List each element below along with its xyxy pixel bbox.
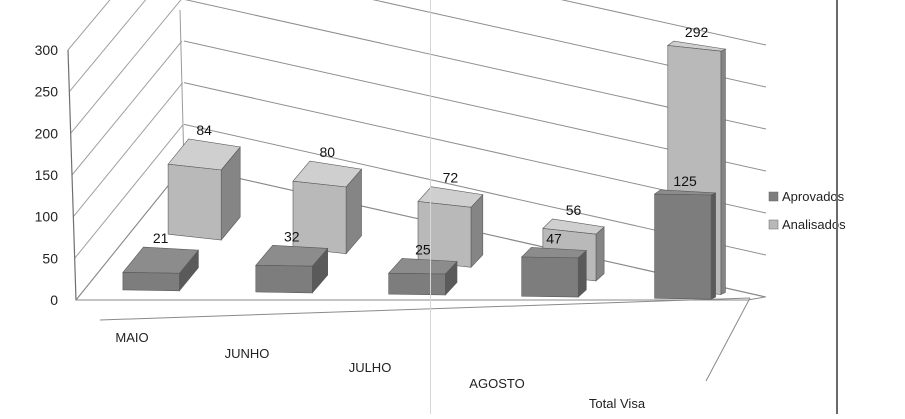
legend-label: Analisados — [782, 217, 846, 232]
bar: 72 — [417, 170, 484, 269]
y-tick-label: 300 — [35, 42, 59, 58]
data-label: 84 — [196, 122, 212, 138]
bar-side-face — [720, 48, 726, 295]
y-tick-label: 0 — [50, 292, 58, 308]
side-gridline — [67, 0, 111, 51]
data-label: 72 — [443, 170, 459, 186]
data-label: 47 — [546, 230, 562, 246]
bars: 84 80 72 56 292 21 32 25 47 125 — [122, 24, 727, 300]
legend: Aprovados Analisados — [768, 189, 846, 232]
y-tick-label: 250 — [35, 84, 59, 100]
side-gridline — [68, 0, 147, 92]
x-tick-label: JUNHO — [225, 346, 270, 361]
bar: 25 — [388, 241, 458, 296]
bar: 84 — [167, 122, 241, 241]
data-label: 21 — [153, 230, 169, 246]
bar: 32 — [255, 228, 329, 294]
y-axis-line — [67, 49, 77, 301]
bar-front-face — [122, 272, 180, 292]
side-gridline — [71, 40, 183, 176]
bar-front-face — [167, 163, 222, 241]
panel-right-border — [836, 0, 838, 414]
side-gridline — [70, 0, 182, 134]
y-tick-label: 50 — [42, 250, 58, 266]
bar: 125 — [653, 173, 716, 300]
legend-label: Aprovados — [782, 189, 845, 204]
bar-front-face — [255, 264, 313, 294]
bar: 21 — [122, 230, 200, 292]
side-gridline — [74, 124, 184, 259]
data-label: 292 — [685, 24, 709, 40]
y-tick-label: 100 — [35, 209, 59, 225]
legend-swatch — [768, 219, 779, 230]
data-label: 56 — [566, 202, 582, 218]
x-tick-label: JULHO — [349, 360, 392, 375]
floor-right-edge — [705, 297, 751, 382]
bar-front-face — [654, 193, 712, 300]
bar-top-face — [388, 258, 458, 275]
bar-side-face — [710, 192, 716, 300]
bar-front-face — [292, 180, 347, 255]
bar-side-face — [595, 226, 605, 282]
x-tick-label: MAIO — [115, 330, 148, 345]
bar: 80 — [292, 144, 363, 255]
data-label: 32 — [284, 228, 300, 244]
y-tick-label: 150 — [35, 167, 59, 183]
panel-divider-line — [430, 0, 431, 414]
data-label: 80 — [319, 144, 335, 160]
x-axis-category-labels: MAIO JUNHO JULHO AGOSTO Total Visa — [115, 330, 645, 411]
x-tick-label: Total Visa — [589, 396, 646, 411]
bar-side-face — [577, 249, 587, 298]
x-axis-line — [99, 297, 751, 321]
data-label: 125 — [673, 173, 697, 189]
bar: 47 — [520, 230, 588, 298]
x-tick-label: AGOSTO — [469, 376, 524, 391]
floor-plane — [74, 165, 766, 301]
bar-front-face — [388, 272, 446, 296]
gridline — [560, 0, 767, 46]
back-axis-line — [179, 9, 185, 167]
data-label: 25 — [415, 241, 431, 257]
side-gridline — [72, 82, 184, 217]
bar-front-face — [521, 256, 579, 298]
y-tick-label: 200 — [35, 125, 59, 141]
legend-swatch — [768, 191, 779, 202]
y-axis-tick-labels: 300 250 200 150 100 50 0 — [35, 42, 59, 308]
